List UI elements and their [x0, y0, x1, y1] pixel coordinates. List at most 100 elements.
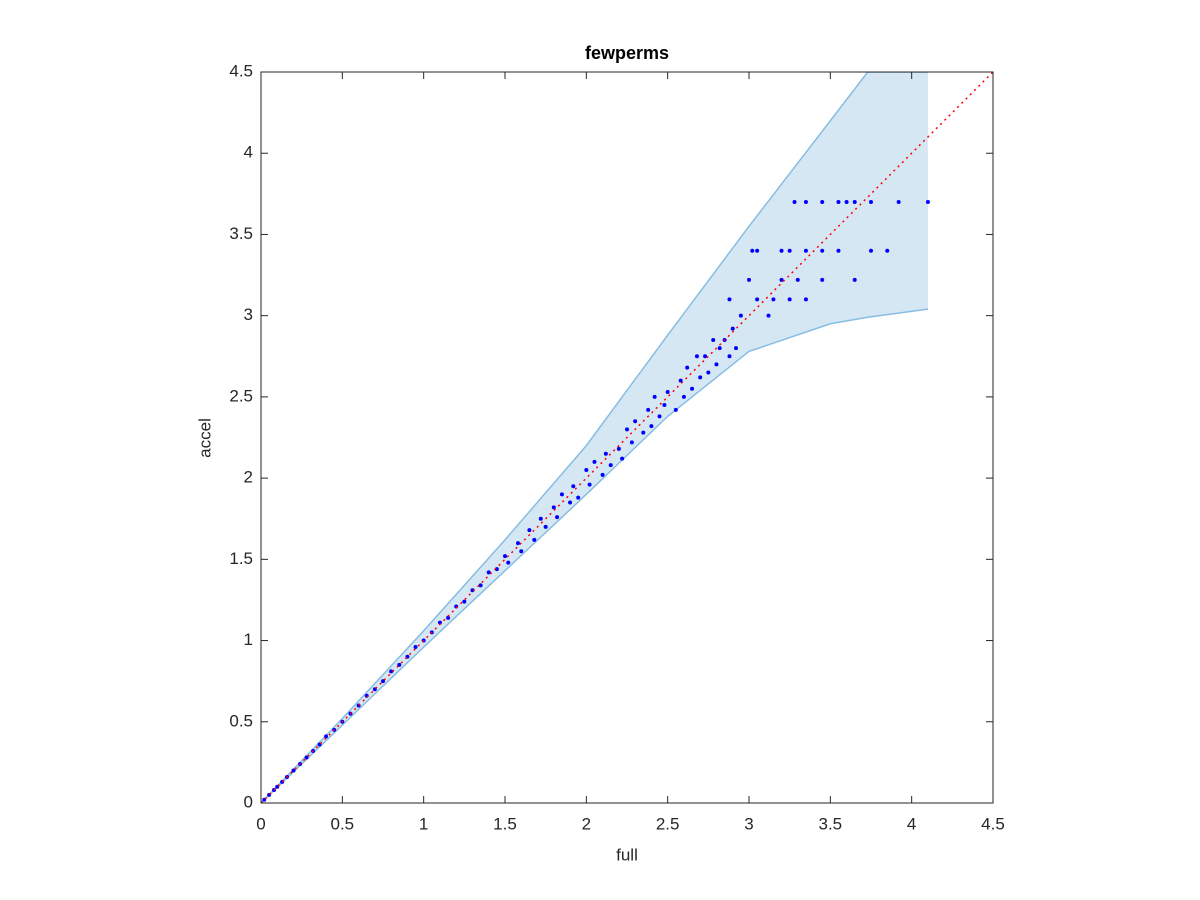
- scatter-point: [694, 354, 699, 359]
- scatter-point: [486, 570, 491, 575]
- scatter-point: [555, 515, 560, 520]
- scatter-point: [869, 199, 873, 204]
- scatter-point: [592, 459, 597, 464]
- scatter-point: [755, 297, 760, 302]
- band-lower-edge: [261, 308, 929, 803]
- plot-area: [261, 72, 993, 803]
- scatter-point: [779, 277, 784, 282]
- scatter-point: [766, 313, 771, 318]
- scatter-point: [506, 560, 511, 565]
- scatter-point: [608, 463, 613, 468]
- scatter-point: [717, 346, 722, 351]
- scatter-point: [698, 375, 703, 380]
- x-tick-label: 2: [582, 814, 591, 833]
- scatter-point: [587, 482, 592, 487]
- scatter-point: [291, 768, 296, 773]
- scatter-point: [568, 500, 573, 505]
- scatter-point: [836, 199, 841, 204]
- x-tick-label: 3.5: [819, 814, 843, 833]
- scatter-point: [657, 414, 662, 419]
- scatter-point: [733, 346, 738, 351]
- scatter-point: [646, 407, 651, 412]
- scatter-point: [820, 277, 825, 282]
- reference-line: [261, 72, 993, 803]
- scatter-point: [462, 599, 467, 604]
- scatter-point: [629, 440, 634, 445]
- y-tick-label: 1: [244, 630, 253, 649]
- x-tick-label: 2.5: [656, 814, 680, 833]
- scatter-point: [852, 277, 857, 282]
- x-axis-label: full: [616, 845, 638, 864]
- y-tick-label: 4: [244, 143, 253, 162]
- scatter-point: [792, 199, 797, 204]
- scatter-point: [538, 516, 543, 521]
- scatter-point: [727, 297, 732, 302]
- scatter-point: [413, 645, 418, 650]
- scatter-point: [711, 338, 716, 343]
- scatter-point: [641, 430, 646, 435]
- scatter-point: [662, 403, 667, 408]
- scatter-point: [678, 378, 683, 383]
- scatter-point: [516, 541, 521, 546]
- scatter-point: [771, 297, 776, 302]
- scatter-point: [532, 537, 537, 542]
- scatter-point: [738, 313, 743, 318]
- scatter-point: [527, 528, 532, 533]
- scatter-point: [620, 456, 625, 461]
- scatter-point: [836, 248, 841, 253]
- scatter-point: [820, 199, 825, 204]
- scatter-point: [551, 505, 556, 510]
- x-tick-label: 4: [907, 814, 916, 833]
- scatter-point: [649, 424, 654, 429]
- scatter-point: [665, 390, 670, 395]
- scatter-point: [706, 370, 711, 375]
- scatter-point: [304, 755, 309, 760]
- scatter-point: [681, 394, 686, 399]
- scatter-point: [803, 248, 808, 253]
- scatter-point: [803, 199, 808, 204]
- scatter-point: [381, 679, 385, 684]
- axes-box: [260, 71, 994, 804]
- y-tick-label: 0: [244, 792, 253, 811]
- scatter-point: [603, 451, 608, 456]
- scatter-point: [795, 277, 800, 282]
- scatter-point: [652, 394, 657, 399]
- x-tick-label: 1.5: [493, 814, 517, 833]
- scatter-point: [714, 362, 719, 367]
- x-tick-label: 4.5: [981, 814, 1005, 833]
- scatter-point: [747, 277, 751, 282]
- scatter-point: [787, 297, 792, 302]
- y-tick-label: 0.5: [229, 711, 253, 730]
- y-tick-label: 1.5: [229, 549, 253, 568]
- scatter-point: [389, 669, 394, 674]
- scatter-point: [559, 492, 564, 497]
- scatter-point: [727, 354, 732, 359]
- scatter-point: [633, 419, 638, 424]
- scatter-point: [803, 297, 808, 302]
- scatter-point: [787, 248, 792, 253]
- scatter-point: [519, 549, 524, 554]
- scatter-point: [755, 248, 760, 253]
- scatter-point: [503, 554, 507, 559]
- scatter-point: [543, 524, 548, 529]
- band-upper-edge: [261, 72, 928, 803]
- x-tick-label: 0: [256, 814, 265, 833]
- scatter-point: [324, 734, 329, 739]
- scatter-point: [869, 248, 873, 253]
- scatter-point: [576, 495, 581, 500]
- scatter-point: [685, 365, 690, 370]
- scatter-point: [750, 248, 755, 253]
- y-tick-label: 2.5: [229, 386, 253, 405]
- x-tick-label: 0.5: [331, 814, 355, 833]
- scatter-point: [852, 199, 857, 204]
- scatter-point: [584, 467, 589, 472]
- y-tick-label: 2: [244, 468, 253, 487]
- scatter-point: [494, 567, 499, 572]
- x-tick-label: 1: [419, 814, 428, 833]
- scatter-point: [673, 407, 678, 412]
- y-tick-label: 4.5: [229, 61, 253, 80]
- scatter-point: [779, 248, 784, 253]
- scatter-point: [690, 386, 695, 391]
- scatter-point: [616, 446, 621, 451]
- scatter-point: [478, 583, 483, 588]
